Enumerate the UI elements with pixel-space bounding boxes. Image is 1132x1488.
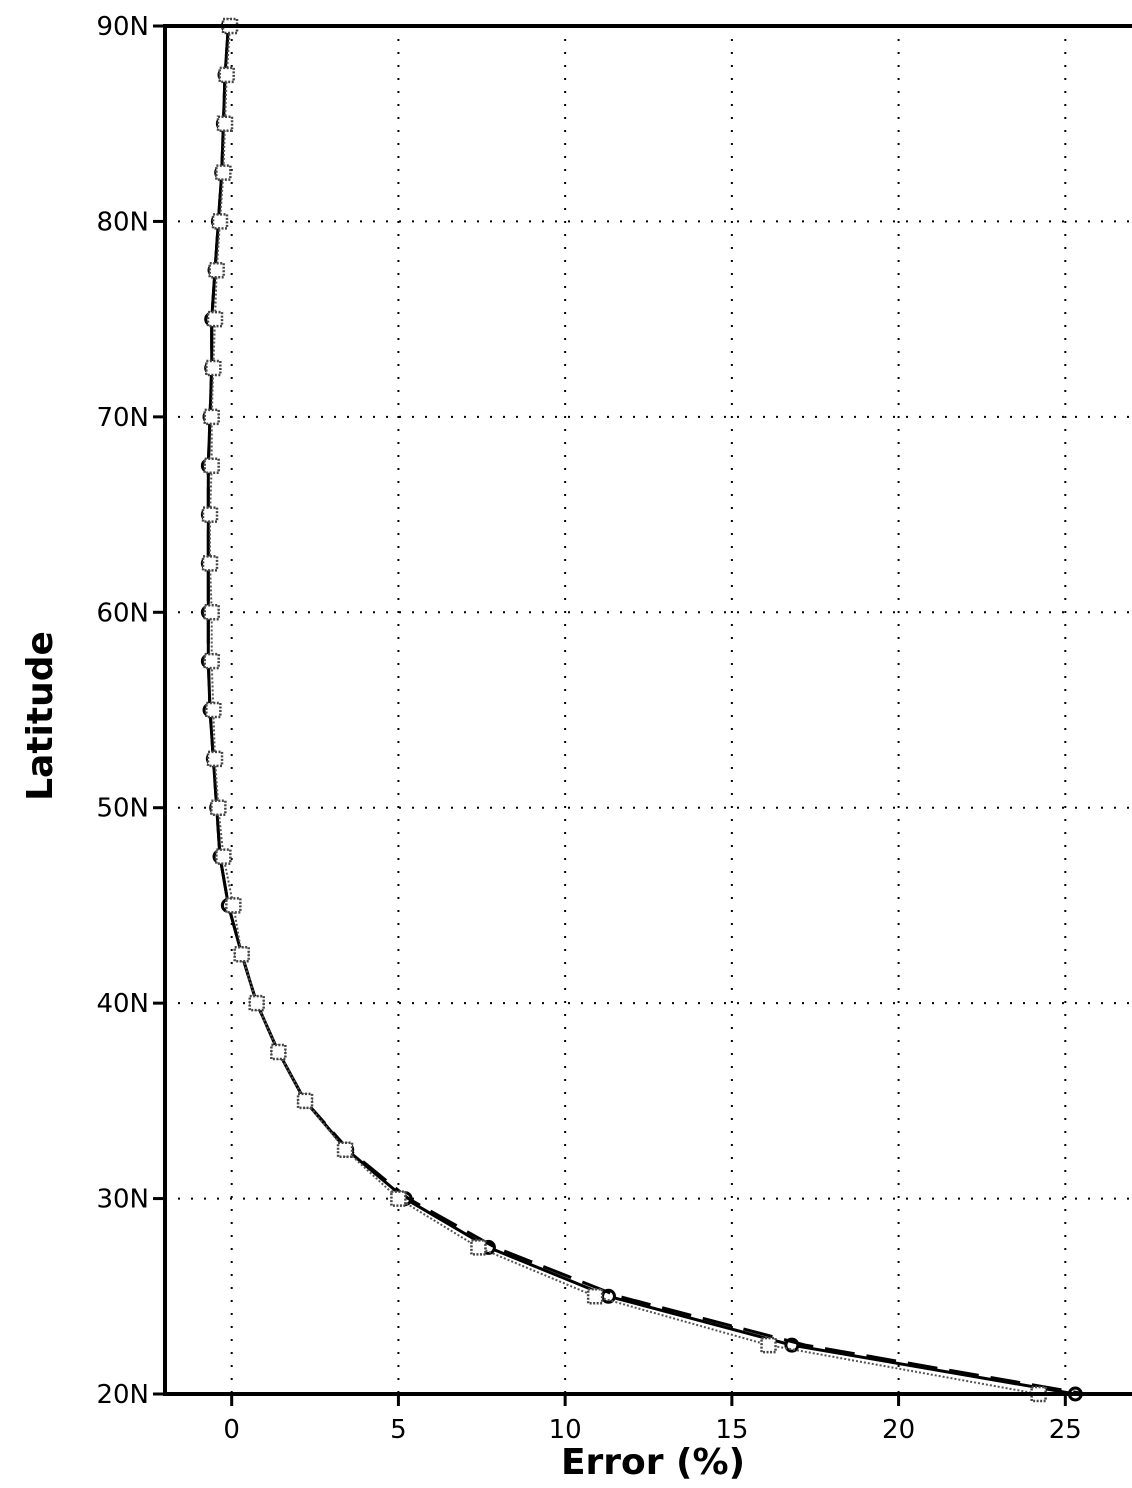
- y-tick-label: 70N: [96, 403, 149, 433]
- series-3-point: [203, 604, 220, 621]
- series-3-point: [215, 164, 232, 181]
- x-tick-label: 10: [549, 1415, 582, 1445]
- series-3-point: [210, 799, 227, 816]
- series-3-point: [203, 408, 220, 426]
- series-3-point: [470, 1239, 487, 1256]
- y-tick-label: 50N: [96, 794, 149, 824]
- series-3-point: [203, 457, 220, 474]
- series-3-point: [225, 897, 242, 914]
- y-tick-label: 60N: [96, 598, 149, 628]
- y-tick-label: 20N: [96, 1380, 149, 1410]
- series-3-point: [296, 1092, 314, 1110]
- series-3-point: [336, 1141, 354, 1158]
- grid: [165, 25, 1132, 1395]
- y-tick-label: 80N: [96, 207, 149, 237]
- series-3-point: [205, 359, 222, 377]
- series-3-point: [203, 652, 220, 670]
- series-3-point: [233, 946, 250, 963]
- axes: 0 5 10 15 20 25 20N 30N 40N 50N 60N 70N 80N 90N: [96, 12, 1132, 1445]
- y-tick-label: 40N: [96, 989, 149, 1019]
- series-layer: [200, 17, 1086, 1403]
- x-tick-label: 20: [882, 1415, 915, 1445]
- series-3-point: [248, 994, 265, 1012]
- x-tick-label: 25: [1049, 1415, 1082, 1445]
- y-tick-label: 30N: [96, 1185, 149, 1215]
- series-3-point: [201, 506, 219, 523]
- y-tick-label: 90N: [96, 12, 149, 42]
- series-3-point: [211, 213, 229, 230]
- series-3-point: [216, 115, 234, 132]
- x-tick-label: 0: [223, 1415, 240, 1445]
- plot-frame: [163, 24, 1132, 1396]
- x-axis-title: Error (%): [561, 1442, 745, 1483]
- x-tick-label: 15: [715, 1415, 748, 1445]
- series-3-point: [206, 750, 224, 768]
- series-3-point: [215, 848, 232, 865]
- series-3-point: [586, 1288, 604, 1305]
- y-axis-title: Latitude: [20, 631, 61, 801]
- series-3-point: [218, 66, 235, 84]
- series-3-point: [208, 262, 225, 279]
- x-tick-label: 5: [390, 1415, 407, 1445]
- series-line-2: [206, 25, 1086, 1396]
- series-3-point: [201, 555, 219, 572]
- series-3-point: [270, 1043, 287, 1061]
- series-3-point: [205, 701, 222, 719]
- series-3-point: [760, 1336, 777, 1354]
- series-3-point: [206, 310, 224, 328]
- series-line-1: [206, 25, 1076, 1396]
- series-line-3: [209, 25, 1039, 1395]
- series-3-point: [390, 1190, 407, 1207]
